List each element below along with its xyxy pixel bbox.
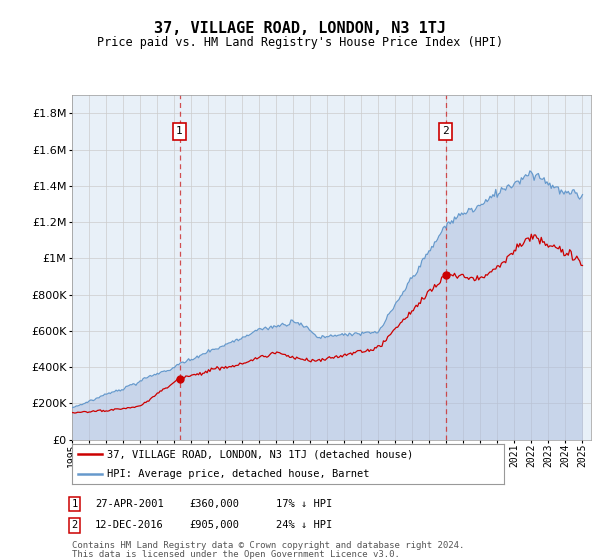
Text: 37, VILLAGE ROAD, LONDON, N3 1TJ: 37, VILLAGE ROAD, LONDON, N3 1TJ xyxy=(154,21,446,36)
Text: Contains HM Land Registry data © Crown copyright and database right 2024.: Contains HM Land Registry data © Crown c… xyxy=(72,542,464,550)
Text: 27-APR-2001: 27-APR-2001 xyxy=(95,499,164,509)
Text: 12-DEC-2016: 12-DEC-2016 xyxy=(95,520,164,530)
Text: Price paid vs. HM Land Registry's House Price Index (HPI): Price paid vs. HM Land Registry's House … xyxy=(97,36,503,49)
Text: HPI: Average price, detached house, Barnet: HPI: Average price, detached house, Barn… xyxy=(107,469,369,479)
Text: 2: 2 xyxy=(71,520,77,530)
Text: £360,000: £360,000 xyxy=(189,499,239,509)
Text: 37, VILLAGE ROAD, LONDON, N3 1TJ (detached house): 37, VILLAGE ROAD, LONDON, N3 1TJ (detach… xyxy=(107,449,413,459)
Text: 2: 2 xyxy=(442,127,449,137)
Text: 17% ↓ HPI: 17% ↓ HPI xyxy=(276,499,332,509)
Text: 24% ↓ HPI: 24% ↓ HPI xyxy=(276,520,332,530)
Text: This data is licensed under the Open Government Licence v3.0.: This data is licensed under the Open Gov… xyxy=(72,550,400,559)
Text: 1: 1 xyxy=(71,499,77,509)
Text: 1: 1 xyxy=(176,127,183,137)
Text: £905,000: £905,000 xyxy=(189,520,239,530)
